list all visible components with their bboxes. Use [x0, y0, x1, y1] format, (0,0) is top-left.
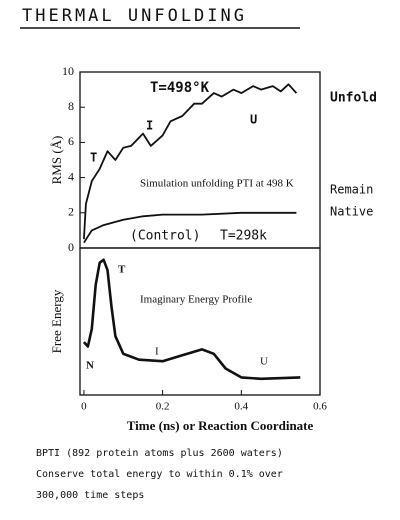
annotation: I [155, 346, 159, 358]
x-tick-label: 0.6 [313, 401, 327, 413]
plot-frame [79, 247, 321, 396]
data-line [83, 83, 298, 240]
annotation: T [118, 264, 126, 276]
y-tick-label: 2 [68, 205, 74, 219]
note: BPTI (892 protein atoms plus 2600 waters… [36, 448, 283, 459]
y-tick-label: 8 [68, 99, 74, 113]
x-tick-label: 0.2 [156, 401, 170, 413]
y-axis-label: Free Energy [49, 289, 64, 353]
data-line [82, 258, 301, 381]
annotation: Imaginary Energy Profile [140, 294, 252, 306]
annotation: U [260, 356, 268, 368]
annotation: Remain [330, 183, 373, 197]
note: 300,000 time steps [36, 490, 144, 501]
annotation: T=498°K [150, 80, 210, 96]
y-tick-label: 4 [68, 169, 74, 183]
x-axis-label: Time (ns) or Reaction Coordinate [127, 418, 314, 433]
annotation: Unfold [330, 91, 377, 106]
annotation: T=298k [220, 229, 267, 244]
annotation: (Control) [130, 229, 200, 244]
annotation: U [250, 113, 257, 127]
y-axis-label: RMS (Å) [49, 136, 64, 185]
annotation: I [146, 119, 153, 133]
y-tick-label: 6 [68, 134, 74, 148]
annotation: Simulation unfolding PTI at 498 K [140, 178, 294, 190]
page-title: THERMAL UNFOLDING [22, 6, 247, 26]
x-tick-label: 0.4 [234, 401, 248, 413]
annotation: Native [330, 205, 373, 219]
y-tick-label: 0 [68, 240, 74, 254]
x-tick-label: 0 [81, 401, 87, 413]
annotation: N [86, 360, 94, 372]
y-tick-label: 10 [62, 64, 74, 78]
note: Conserve total energy to within 0.1% ove… [36, 469, 283, 480]
data-line [83, 211, 297, 244]
annotation: T [90, 151, 97, 165]
